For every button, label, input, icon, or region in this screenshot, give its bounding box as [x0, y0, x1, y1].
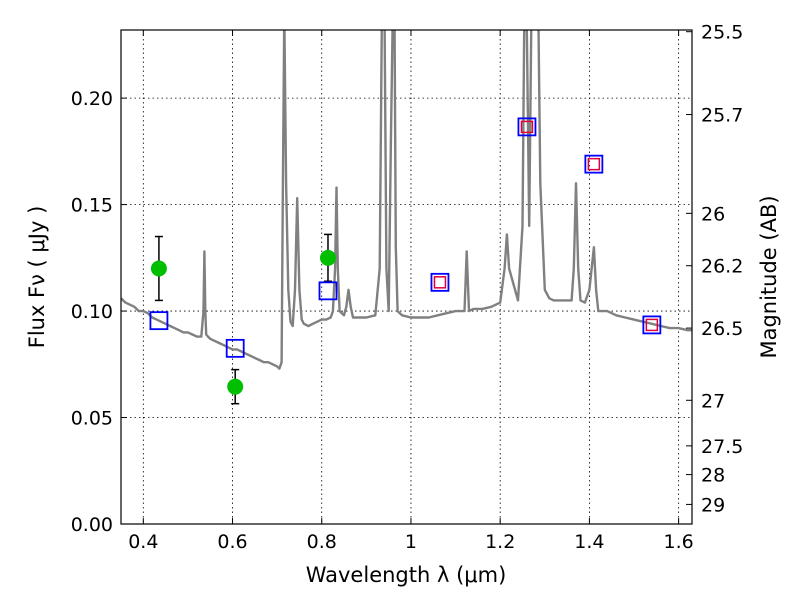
model-square-red [645, 318, 659, 332]
y-axis-label: Flux Fν ( μJy ) [25, 206, 49, 349]
model-square-blue [225, 338, 245, 358]
spectrum-layer [121, 30, 692, 370]
x-axis-label: Wavelength λ (μm) [306, 563, 507, 587]
model-square-red [587, 157, 601, 171]
x-tick-label: 1.6 [664, 531, 694, 553]
y-tick-label: 0.15 [71, 195, 113, 217]
x-tick-label: 0.4 [128, 531, 158, 553]
x-tick-label: 0.6 [217, 531, 247, 553]
x-tick-label: 1.4 [574, 531, 604, 553]
plot-area [121, 30, 692, 524]
x-tick-label: 1.2 [485, 531, 515, 553]
y2-tick-label: 26.2 [701, 256, 743, 278]
y-tick-label: 0.00 [71, 514, 113, 536]
model-square-blue [642, 315, 662, 335]
observed-point [150, 260, 167, 277]
x-axis-ticks: 0.4 0.6 0.8 1 1.2 1.4 1.6 [128, 30, 694, 553]
y2-tick-label: 25.5 [701, 22, 743, 44]
y-axis-ticks: 0.00 0.05 0.10 0.15 0.20 [71, 88, 127, 536]
y2-tick-label: 29 [701, 494, 725, 516]
model-square-blue [318, 281, 338, 301]
y2-tick-label: 26.5 [701, 318, 743, 340]
y2-axis-ticks: 25.5 25.7 26 26.2 26.5 27 27.5 28 29 [686, 22, 743, 516]
y-tick-label: 0.10 [71, 301, 113, 323]
model-square-blue [517, 117, 537, 137]
x-tick-label: 1 [405, 531, 417, 553]
spectrum-line [121, 30, 692, 370]
y2-axis-label: Magnitude (AB) [757, 195, 781, 358]
model-square-red [433, 276, 447, 289]
model-square-blue [149, 311, 169, 331]
y2-tick-label: 28 [701, 465, 725, 487]
plot-frame [120, 29, 693, 525]
y-tick-label: 0.05 [71, 408, 113, 430]
x-tick-label: 0.8 [307, 531, 337, 553]
observed-point [227, 378, 244, 395]
model-square-red [520, 120, 534, 134]
y2-tick-label: 27.5 [701, 436, 743, 458]
y2-tick-label: 25.7 [701, 105, 743, 127]
marker-layer [149, 117, 662, 405]
y2-tick-label: 26 [701, 203, 725, 225]
y-tick-label: 0.20 [71, 88, 113, 110]
model-square-blue [430, 272, 450, 292]
model-square-blue [584, 154, 604, 174]
y2-tick-label: 27 [701, 390, 725, 412]
observed-point [319, 249, 336, 266]
